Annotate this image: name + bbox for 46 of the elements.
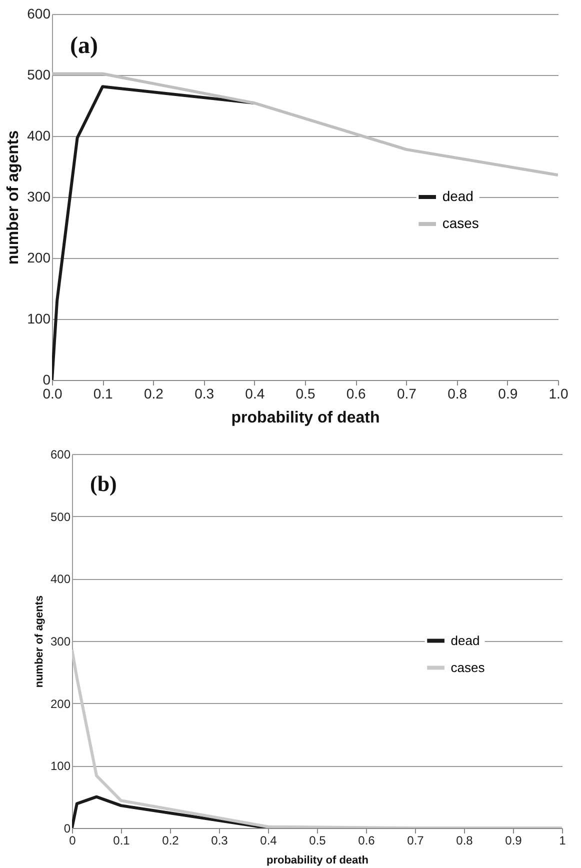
x-tick-label: 0.3 [194, 386, 214, 402]
x-axis-title: probability of death [266, 854, 369, 866]
y-tick-label: 400 [50, 572, 71, 586]
y-tick-label: 400 [27, 128, 51, 144]
y-tick-label: 0 [42, 372, 51, 388]
x-tick-label: 0.3 [211, 834, 228, 848]
x-tick-label: 0.8 [448, 386, 468, 402]
x-tick-label: 0.7 [407, 834, 424, 848]
x-tick-label: 0.7 [396, 386, 417, 402]
line-series [52, 72, 558, 177]
annotation: (a) [70, 33, 98, 59]
y-tick-label: 100 [50, 759, 71, 774]
legend-label: cases [450, 660, 486, 675]
x-tick-label: 0.9 [505, 834, 522, 848]
annotation: (b) [90, 471, 117, 496]
x-tick-label: 0.6 [346, 386, 366, 402]
x-tick-label: 0.9 [498, 386, 518, 402]
x-tick-label: 0.1 [113, 834, 130, 848]
x-tick-label: 0.0 [42, 386, 62, 402]
y-tick-label: 200 [50, 696, 71, 711]
x-tick-label: 0.6 [358, 834, 376, 848]
x-axis-title: probability of death [231, 410, 380, 426]
x-tick-label: 0.5 [296, 386, 316, 402]
y-axis-title: number of agents [5, 130, 22, 265]
x-tick-label: 0.5 [309, 834, 326, 848]
x-tick-label: 1.0 [548, 386, 568, 402]
y-tick-label: 600 [50, 448, 71, 462]
y-tick-label: 200 [27, 250, 51, 266]
y-tick-label: 600 [27, 6, 51, 22]
y-tick-label: 500 [27, 66, 51, 82]
x-tick-label: 0.4 [245, 386, 265, 402]
y-tick-label: 0 [64, 822, 71, 836]
legend-label: cases [442, 215, 479, 232]
y-tick-label: 300 [50, 634, 71, 648]
x-tick-label: 1 [559, 834, 566, 848]
y-tick-label: 100 [27, 310, 51, 326]
x-tick-label: 0.2 [162, 834, 180, 848]
y-tick-label: 300 [27, 188, 51, 204]
y-axis-title: number of agents [33, 595, 46, 688]
legend-label: dead [442, 188, 474, 204]
x-tick-label: 0.1 [93, 386, 114, 402]
x-tick-label: 0.4 [260, 834, 278, 848]
x-tick-label: 0.2 [144, 386, 164, 402]
legend-label: dead [450, 632, 480, 648]
y-tick-label: 500 [50, 510, 71, 524]
x-tick-label: 0.8 [456, 834, 474, 848]
